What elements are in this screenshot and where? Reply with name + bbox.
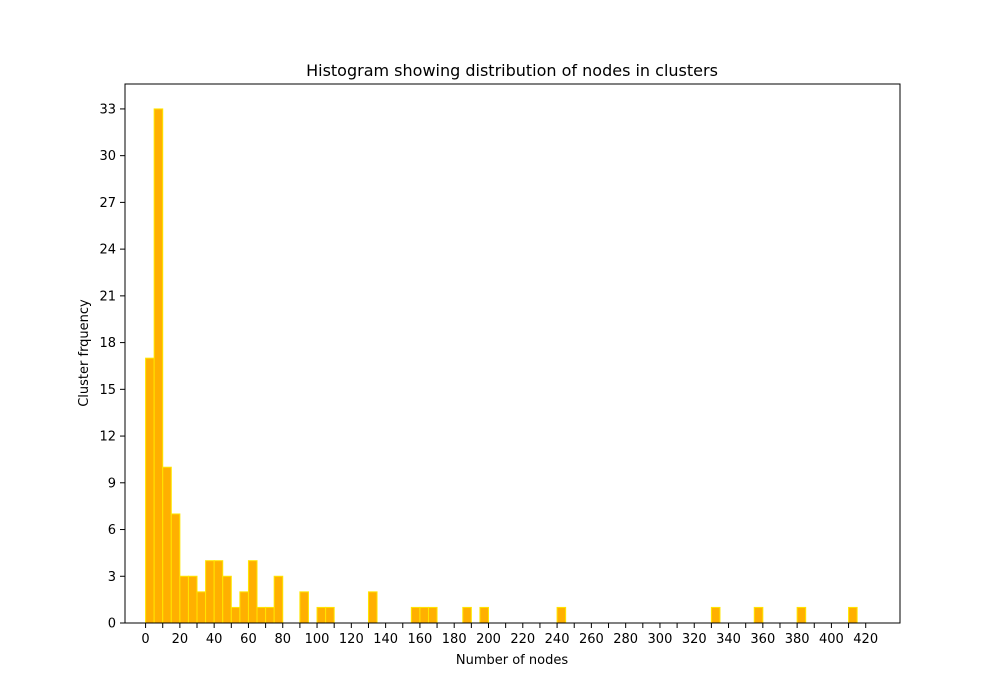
histogram-bar [796,606,807,624]
histogram-bar [205,560,215,624]
histogram-bar [239,591,249,624]
histogram-bar [256,606,267,624]
x-tick-label: 100 [305,632,330,647]
y-tick-label: 30 [99,149,116,164]
x-tick-label: 60 [240,632,257,647]
x-axis-ticks: 0 20 40 60 80 100 120 140 160 180 200 220 240 260 280 3… [141,623,878,647]
histogram-bar [427,606,438,624]
y-tick-label: 21 [99,289,116,304]
histogram-bar [222,575,232,624]
histogram-bar [273,575,284,624]
x-tick-label: 240 [545,632,570,647]
x-tick-label: 380 [785,632,810,647]
y-tick-label: 24 [99,243,116,258]
chart-title: Histogram showing distribution of nodes … [306,61,718,80]
histogram-bar [196,591,207,624]
histogram-bar [462,606,472,624]
histogram-bar [299,591,309,624]
x-tick-label: 260 [579,632,604,647]
y-axis-ticks: 0 3 6 9 12 15 18 21 24 27 30 33 [99,102,125,632]
y-tick-label: 3 [108,570,116,585]
x-tick-label: 300 [648,632,673,647]
histogram-bar [247,560,258,624]
x-tick-label: 160 [407,632,432,647]
histogram-bar [187,575,198,624]
histogram-bar [479,606,489,624]
y-tick-label: 9 [108,476,116,491]
x-axis-label: Number of nodes [456,653,568,668]
y-tick-label: 0 [108,617,116,632]
x-tick-label: 400 [819,632,844,647]
bars-group [145,108,858,624]
histogram-bar [419,606,429,624]
x-tick-label: 320 [682,632,707,647]
y-tick-label: 27 [99,196,116,211]
x-tick-label: 180 [442,632,467,647]
histogram-bar [230,606,241,624]
plot-frame [124,83,901,624]
histogram-bar [213,560,224,624]
x-tick-label: 340 [716,632,741,647]
y-tick-label: 15 [99,383,116,398]
histogram-bar [153,108,164,624]
x-tick-label: 200 [476,632,501,647]
x-tick-label: 20 [172,632,189,647]
x-tick-label: 360 [750,632,775,647]
x-tick-label: 220 [510,632,535,647]
x-tick-label: 0 [141,632,149,647]
histogram-bar [848,606,858,624]
x-tick-label: 420 [853,632,878,647]
histogram-bar [367,591,378,624]
x-tick-label: 280 [613,632,638,647]
histogram-bar [316,606,327,624]
histogram-bar [179,575,189,624]
histogram-bar [145,357,155,624]
y-axis-label: Cluster frquency [77,299,92,407]
histogram-bar [753,606,764,624]
y-tick-label: 12 [99,430,116,445]
x-tick-label: 40 [206,632,223,647]
x-tick-label: 80 [274,632,291,647]
x-tick-label: 120 [339,632,364,647]
histogram-bar [170,513,181,624]
histogram-bar [162,466,172,624]
histogram-bar [710,606,721,624]
y-tick-label: 18 [99,336,116,351]
histogram-bar [410,606,421,624]
histogram-bar [556,606,567,624]
histogram-bar [325,606,335,624]
x-tick-label: 140 [373,632,398,647]
y-tick-label: 33 [99,102,116,117]
y-tick-label: 6 [108,523,116,538]
histogram-bar [265,606,275,624]
